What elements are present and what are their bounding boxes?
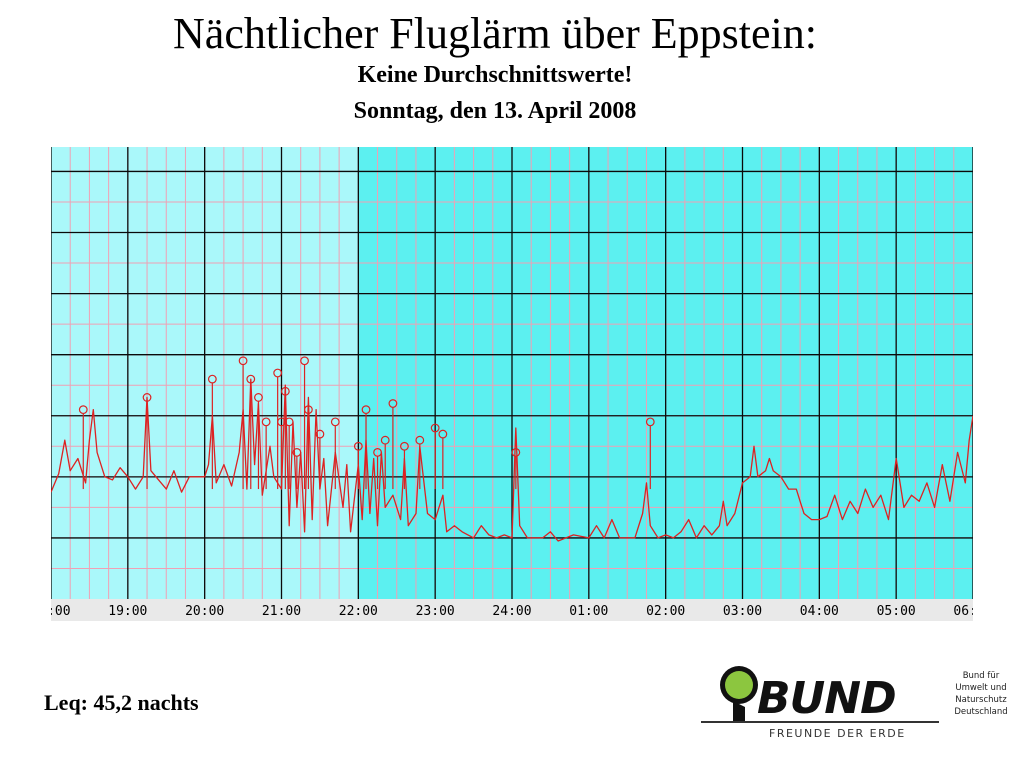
peak-marker: [207, 374, 217, 384]
x-tick-label: 02:00: [646, 604, 685, 619]
leq-value: Leq: 45,2 nachts: [44, 690, 199, 715]
logo-side-line: Umwelt und: [955, 683, 1007, 693]
peak-marker: [380, 435, 390, 445]
tree-logo-icon: [720, 666, 758, 723]
peak-marker: [430, 423, 440, 433]
x-tick-label: 19:00: [108, 604, 147, 619]
x-tick-label: 23:00: [416, 604, 455, 619]
peak-marker: [254, 393, 263, 402]
noise-trace-line: [51, 378, 973, 542]
peak-marker: [280, 386, 290, 396]
x-tick-label: 06:00: [953, 604, 973, 619]
page-subtitle: Keine Durchschnittswerte!: [357, 62, 633, 88]
x-tick-label: 01:00: [569, 604, 608, 619]
peak-marker: [292, 448, 302, 457]
page-title: Nächtlicher Fluglärm über Eppstein:: [173, 9, 817, 58]
x-tick-label: 18:00: [51, 604, 71, 619]
peak-marker: [511, 448, 521, 457]
logo-side-line: Deutschland: [954, 707, 1008, 717]
peak-marker: [361, 405, 371, 415]
logo-side-line: Bund für: [962, 671, 1000, 681]
peak-marker: [142, 393, 152, 402]
peak-marker: [438, 429, 448, 439]
peak-marker: [246, 374, 256, 384]
x-tick-label: 22:00: [339, 604, 378, 619]
peak-marker: [273, 368, 283, 378]
peak-marker: [303, 405, 313, 415]
x-tick-label: 03:00: [723, 604, 762, 619]
peak-marker: [645, 417, 655, 427]
x-tick-label: 21:00: [262, 604, 301, 619]
x-tick-label: 24:00: [492, 604, 531, 619]
peak-marker: [300, 356, 309, 366]
logo-side-text: Bund für Umwelt und Naturschutz Deutschl…: [949, 670, 1013, 718]
peak-marker: [353, 441, 363, 451]
peak-marker: [388, 399, 398, 408]
peak-marker: [238, 356, 248, 366]
date-line: Sonntag, den 13. April 2008: [353, 98, 637, 124]
logo-wordmark: BUND: [757, 673, 897, 724]
bund-logo: BUND FREUNDE DER ERDE Bund für Umwelt un…: [697, 660, 1011, 744]
logo-tagline: FREUNDE DER ERDE: [769, 727, 906, 740]
x-tick-label: 20:00: [185, 604, 224, 619]
peak-marker: [373, 448, 382, 457]
peak-marker: [315, 429, 325, 439]
logo-divider: [701, 721, 939, 723]
x-tick-label: 04:00: [800, 604, 839, 619]
x-tick-label: 05:00: [877, 604, 916, 619]
peak-marker: [400, 441, 409, 451]
peak-marker: [284, 417, 294, 427]
peak-marker: [261, 417, 271, 427]
noise-chart: 18:00 19:00 20:00 21:00 22:00 23:00 24:00 01:00…: [51, 147, 973, 621]
x-axis-strip: [51, 599, 973, 621]
peak-marker: [330, 417, 340, 427]
peak-marker: [415, 435, 425, 445]
peak-marker: [78, 405, 88, 415]
logo-side-line: Naturschutz: [955, 695, 1007, 705]
